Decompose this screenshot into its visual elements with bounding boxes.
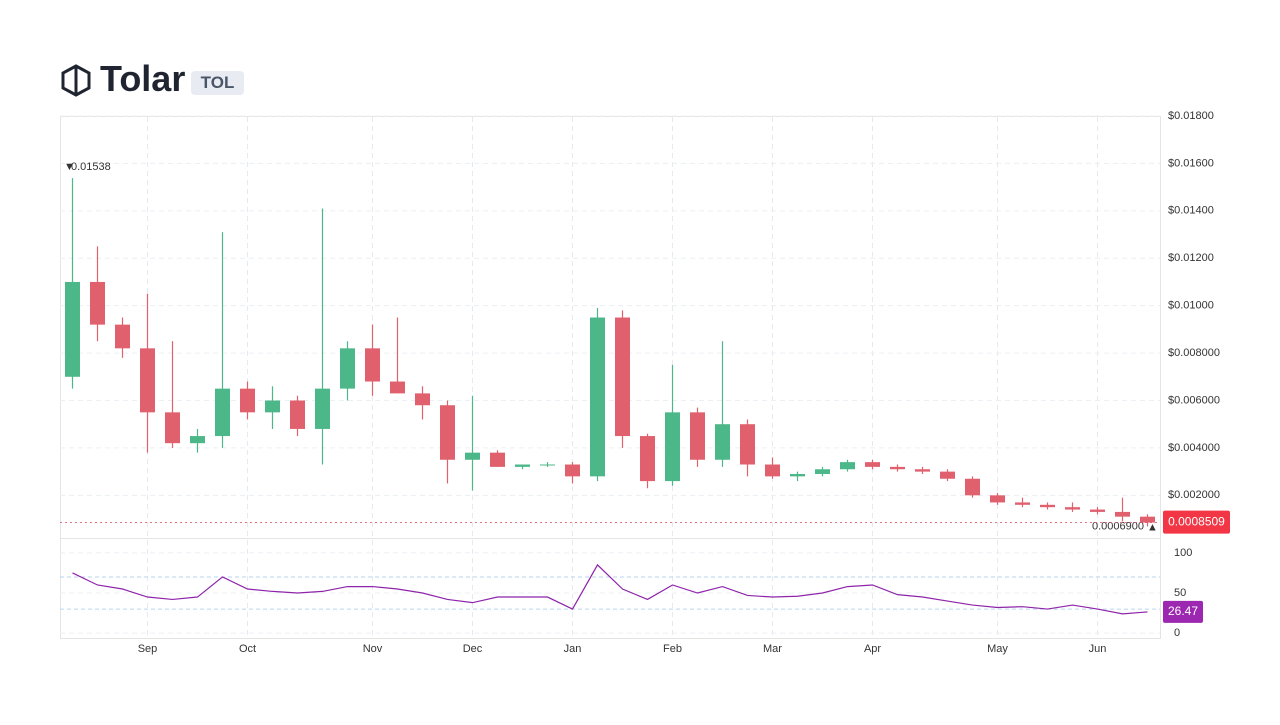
candle-body: [290, 400, 305, 429]
rsi-last: 26.47: [1168, 604, 1198, 618]
candle-body: [115, 324, 130, 349]
x-tick-label: Feb: [663, 643, 682, 655]
candle-body: [940, 471, 955, 479]
y-tick-label: $0.002000: [1168, 489, 1220, 501]
asset-title: Tolar: [100, 58, 185, 99]
x-tick-label: Jun: [1089, 643, 1107, 655]
candle-body: [190, 436, 205, 444]
candle-body: [615, 317, 630, 437]
candle-body: [565, 464, 580, 477]
candle-body: [840, 462, 855, 470]
candle-body: [465, 452, 480, 460]
last-price-tag: [1163, 510, 1230, 534]
candle-body: [340, 348, 355, 389]
y-tick-label: 50: [1174, 587, 1186, 599]
candle-body: [1040, 504, 1055, 508]
y-tick-label: 100: [1174, 547, 1192, 559]
candle-body: [665, 412, 680, 482]
candle-body: [915, 469, 930, 472]
candle-body: [265, 400, 280, 413]
candle-body: [890, 466, 905, 470]
candle-body: [1065, 507, 1080, 510]
candle-body: [715, 424, 730, 460]
candle-body: [690, 412, 705, 460]
y-tick-label: 0: [1174, 627, 1180, 639]
y-tick-label: $0.01600: [1168, 157, 1214, 169]
high-marker-arrow: ▼: [64, 161, 75, 173]
candle-body: [490, 452, 505, 467]
candle-body: [240, 388, 255, 413]
x-tick-label: May: [987, 643, 1008, 655]
low-marker: 0.0006900: [1092, 520, 1144, 532]
candle-body: [315, 388, 330, 429]
x-tick-label: Dec: [463, 643, 483, 655]
y-tick-label: $0.008000: [1168, 347, 1220, 359]
candle-body: [815, 469, 830, 474]
candle-body: [640, 436, 655, 482]
x-tick-label: Nov: [363, 643, 383, 655]
candle-body: [140, 348, 155, 413]
y-tick-label: $0.01400: [1168, 205, 1214, 217]
candle-body: [1115, 511, 1130, 517]
candle-body: [415, 393, 430, 406]
candle-body: [965, 478, 980, 496]
high-marker: 0.01538: [71, 161, 111, 173]
candle-body: [365, 348, 380, 382]
x-tick-label: Mar: [763, 643, 782, 655]
candle-body: [590, 317, 605, 477]
symbol-badge: [191, 71, 244, 95]
rsi-tag: [1163, 600, 1203, 623]
candle-body: [740, 424, 755, 465]
candle-body: [440, 405, 455, 460]
candle-body: [515, 464, 530, 467]
candle-body: [65, 281, 80, 377]
candle-body: [540, 464, 555, 466]
candle-body: [865, 462, 880, 467]
x-tick-label: Apr: [864, 643, 881, 655]
candle-body: [1140, 516, 1155, 523]
plot-frame: [60, 116, 1161, 639]
x-tick-label: Jan: [564, 643, 582, 655]
low-marker-arrow: ▲: [1147, 521, 1158, 533]
candle-body: [390, 381, 405, 394]
x-tick-label: Oct: [239, 643, 256, 655]
candle-body: [765, 464, 780, 477]
logo: [61, 64, 91, 97]
candle-body: [1090, 509, 1105, 512]
symbol: TOL: [201, 73, 235, 92]
candle-body: [90, 281, 105, 325]
candle-body: [790, 473, 805, 477]
candle-body: [215, 388, 230, 437]
candle-body: [165, 412, 180, 444]
candle-body: [1015, 502, 1030, 505]
y-tick-label: $0.01800: [1168, 110, 1214, 122]
rsi-line: [72, 563, 1148, 615]
last-price: 0.0008509: [1168, 515, 1225, 529]
y-tick-label: $0.01200: [1168, 252, 1214, 264]
y-tick-label: $0.004000: [1168, 442, 1220, 454]
y-tick-label: $0.01000: [1168, 300, 1214, 312]
candle-body: [990, 495, 1005, 503]
x-tick-label: Sep: [138, 643, 158, 655]
y-tick-label: $0.006000: [1168, 394, 1220, 406]
